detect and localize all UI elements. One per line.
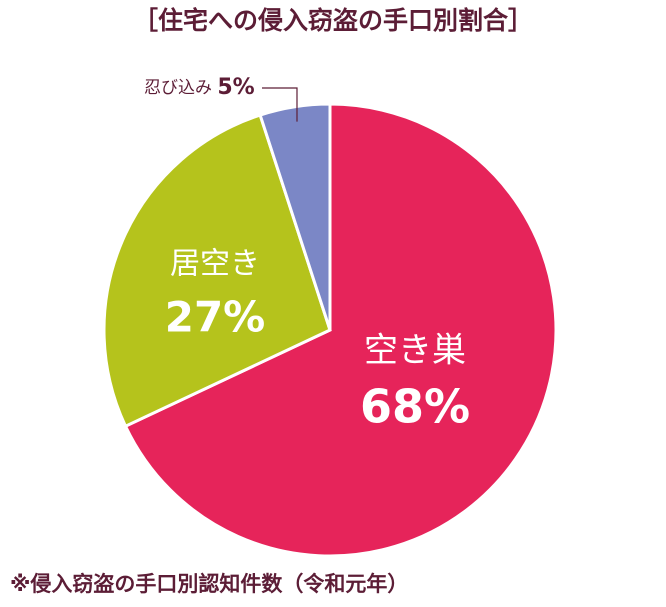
pie-slice bbox=[123, 102, 558, 558]
note: ※侵入窃盗の手口別認知件数（令和元年） bbox=[10, 572, 408, 596]
pie-slice bbox=[102, 113, 332, 429]
slice-label: 居空き bbox=[170, 247, 260, 282]
leader-line bbox=[262, 87, 298, 122]
pie-slice bbox=[258, 102, 332, 331]
chart-title: ［住宅への侵入窃盗の手口別割合］ bbox=[133, 6, 533, 35]
slice-label: 空き巣 bbox=[364, 331, 466, 371]
value-label: 27% bbox=[165, 293, 266, 342]
value-label: 5% bbox=[217, 75, 254, 100]
slice-label: 忍び込み bbox=[144, 78, 212, 98]
value-label: 68% bbox=[360, 380, 470, 434]
